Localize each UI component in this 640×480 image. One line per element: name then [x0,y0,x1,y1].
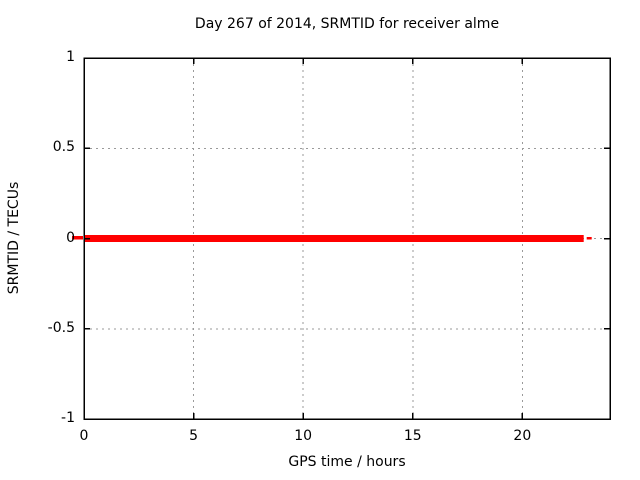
y-tick-label: -0.5 [47,319,75,336]
x-tick-label: 5 [189,428,199,444]
chart-title: Day 267 of 2014, SRMTID for receiver alm… [194,16,500,32]
x-tick-label: 10 [294,428,313,444]
x-tick-label: 15 [403,428,422,444]
y-tick-label: -1 [61,410,75,427]
y-axis-label: SRMTID / TECUs [6,181,22,295]
y-tick-label: 0 [66,229,75,246]
x-axis-label: GPS time / hours [288,454,406,470]
y-tick-label: 1 [66,49,75,66]
x-tick-label: 20 [513,428,532,444]
x-tick-label: 0 [79,428,89,444]
y-tick-label: 0.5 [52,139,75,156]
